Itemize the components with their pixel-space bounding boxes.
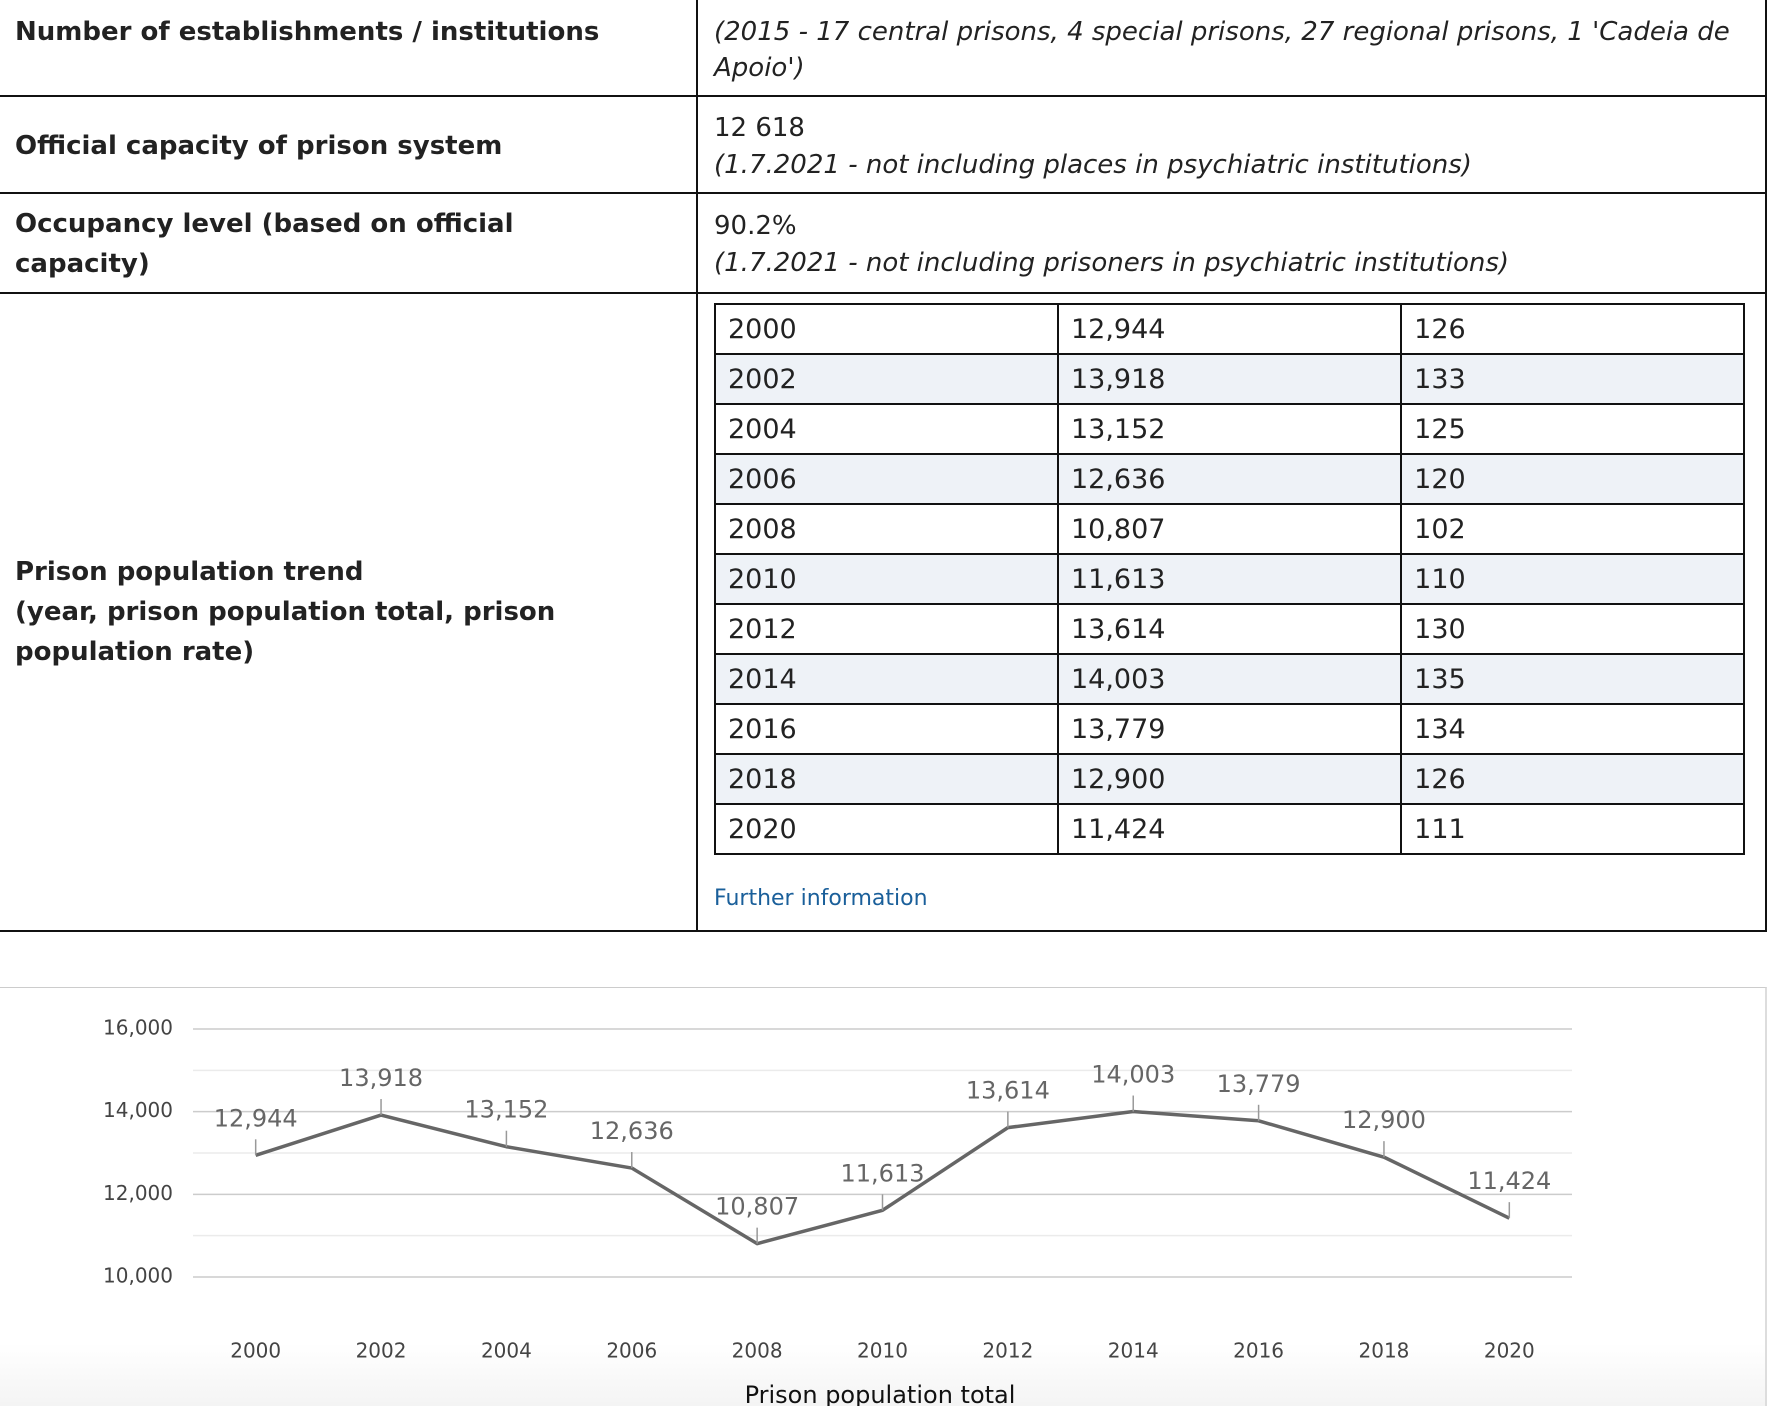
table-row: 2012 13,614 130 <box>714 603 1745 655</box>
row-sublabel: (year, prison population total, prison p… <box>15 597 556 667</box>
value-label: 12,944 <box>214 1104 298 1132</box>
table-cell: 13,614 <box>1056 603 1403 655</box>
table-cell: 2000 <box>714 303 1059 355</box>
table-cell: 2010 <box>714 553 1059 605</box>
y-tick-label: 12,000 <box>103 1181 173 1205</box>
table-row: 2018 12,900 126 <box>714 753 1745 805</box>
x-tick-label: 2018 <box>1359 1339 1410 1363</box>
table-cell: 120 <box>1400 453 1745 505</box>
x-tick-label: 2000 <box>230 1339 281 1363</box>
table-row: 2008 10,807 102 <box>714 503 1745 555</box>
table-cell: 12,900 <box>1056 753 1403 805</box>
table-row: 2020 11,424 111 <box>714 803 1745 855</box>
table-row: 2006 12,636 120 <box>714 453 1745 505</box>
table-cell: 111 <box>1400 803 1745 855</box>
table-cell: 2002 <box>714 353 1059 405</box>
column-border <box>1765 0 1767 932</box>
value-label: 10,807 <box>715 1193 799 1221</box>
chart-panel <box>0 987 1767 1406</box>
table-cell: 11,424 <box>1056 803 1403 855</box>
x-tick-label: 2020 <box>1484 1339 1535 1363</box>
table-row: 2014 14,003 135 <box>714 653 1745 705</box>
table-row: 2000 12,944 126 <box>714 303 1745 355</box>
table-cell: 102 <box>1400 503 1745 555</box>
legend-label: Prison population total <box>745 1381 1016 1406</box>
y-tick-label: 10,000 <box>103 1264 173 1288</box>
row-note: (1.7.2021 - not including places in psyc… <box>714 150 1472 180</box>
value-label: 14,003 <box>1091 1061 1175 1089</box>
table-cell: 110 <box>1400 553 1745 605</box>
table-cell: 2020 <box>714 803 1059 855</box>
value-label: 13,614 <box>966 1077 1050 1105</box>
table-cell: 134 <box>1400 703 1745 755</box>
further-info-link[interactable]: Further information <box>714 886 928 911</box>
table-cell: 2014 <box>714 653 1059 705</box>
table-row: 2010 11,613 110 <box>714 553 1745 605</box>
row-note: (1.7.2021 - not including prisoners in p… <box>714 248 1510 278</box>
value-label: 12,900 <box>1342 1106 1426 1134</box>
y-tick-label: 14,000 <box>103 1098 173 1122</box>
value-label: 13,918 <box>339 1064 423 1092</box>
value-label: 13,152 <box>464 1096 548 1124</box>
table-row: 2004 13,152 125 <box>714 403 1745 455</box>
table-cell: 10,807 <box>1056 503 1403 555</box>
value-label: 12,636 <box>590 1117 674 1145</box>
value-label: 11,613 <box>841 1159 925 1187</box>
value-label: 11,424 <box>1467 1167 1551 1195</box>
row-label: Official capacity of prison system <box>15 131 503 161</box>
table-cell: 13,152 <box>1056 403 1403 455</box>
table-cell: 12,636 <box>1056 453 1403 505</box>
row-value: 12 618 <box>714 113 805 143</box>
table-cell: 2012 <box>714 603 1059 655</box>
x-tick-label: 2008 <box>732 1339 783 1363</box>
x-tick-label: 2010 <box>857 1339 908 1363</box>
row-border <box>0 95 1767 97</box>
table-row: 2016 13,779 134 <box>714 703 1745 755</box>
table-cell: 12,944 <box>1056 303 1403 355</box>
x-tick-label: 2006 <box>606 1339 657 1363</box>
table-cell: 14,003 <box>1056 653 1403 705</box>
table-row: 2002 13,918 133 <box>714 353 1745 405</box>
table-cell: 126 <box>1400 303 1745 355</box>
column-border <box>696 0 698 932</box>
x-tick-label: 2004 <box>481 1339 532 1363</box>
row-label: Number of establishments / institutions <box>15 17 600 47</box>
table-cell: 2008 <box>714 503 1059 555</box>
trend-table: 2000 12,944 126 2002 13,918 133 2004 13,152 125 2… <box>714 303 1745 855</box>
row-value: 90.2% <box>714 211 797 241</box>
row-border <box>0 292 1767 294</box>
table-cell: 2004 <box>714 403 1059 455</box>
table-cell: 2018 <box>714 753 1059 805</box>
x-tick-label: 2012 <box>982 1339 1033 1363</box>
table-cell: 135 <box>1400 653 1745 705</box>
table-cell: 126 <box>1400 753 1745 805</box>
row-note: (2015 - 17 central prisons, 4 special pr… <box>714 17 1730 83</box>
row-label: Occupancy level (based on official capac… <box>15 209 514 279</box>
table-cell: 2016 <box>714 703 1059 755</box>
x-tick-label: 2002 <box>356 1339 407 1363</box>
row-label: Prison population trend <box>15 557 364 587</box>
chart: 10,000 12,000 14,000 16,000 2000 2002 2004 2006… <box>103 1016 1572 1406</box>
y-tick-label: 16,000 <box>103 1016 173 1040</box>
table-cell: 13,779 <box>1056 703 1403 755</box>
row-border <box>0 930 1767 932</box>
table-cell: 2006 <box>714 453 1059 505</box>
table-cell: 125 <box>1400 403 1745 455</box>
trend-label-box: Prison population trend (year, prison po… <box>15 552 615 672</box>
row-border <box>0 192 1767 194</box>
table-cell: 13,918 <box>1056 353 1403 405</box>
table-cell: 130 <box>1400 603 1745 655</box>
table-cell: 11,613 <box>1056 553 1403 605</box>
x-tick-label: 2016 <box>1233 1339 1284 1363</box>
x-tick-label: 2014 <box>1108 1339 1159 1363</box>
table-cell: 133 <box>1400 353 1745 405</box>
value-label: 13,779 <box>1217 1070 1301 1098</box>
